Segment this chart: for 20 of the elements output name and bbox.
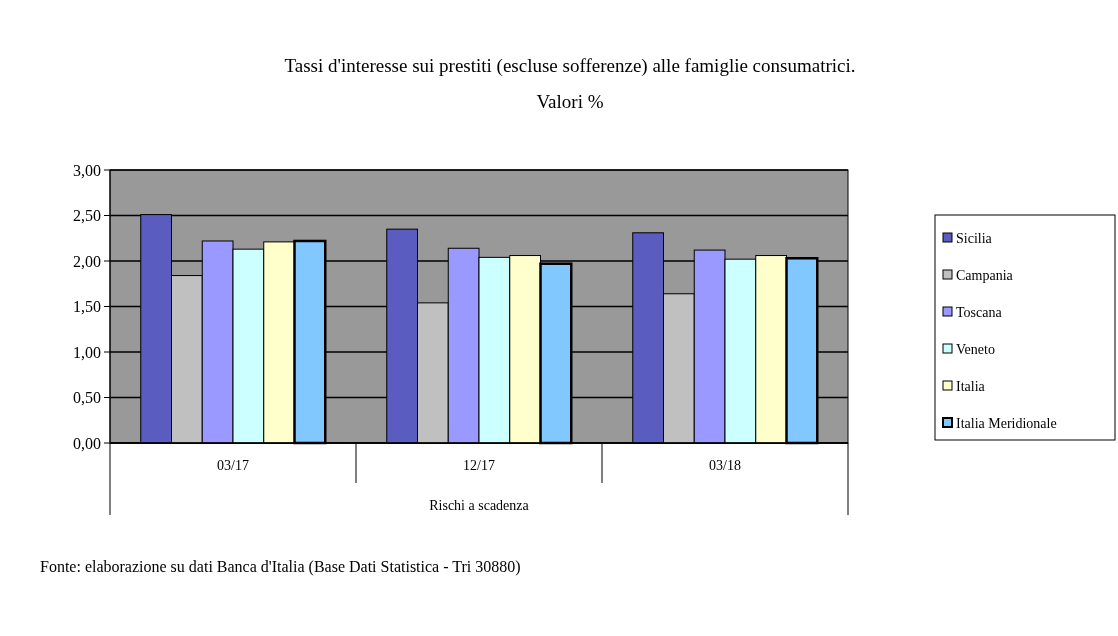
y-tick-label: 2,50 xyxy=(73,207,101,225)
y-tick-label: 0,50 xyxy=(73,389,101,407)
x-tick-label: 12/17 xyxy=(463,458,495,473)
y-tick-label: 2,00 xyxy=(73,252,101,270)
legend-label: Toscana xyxy=(956,304,1003,320)
y-tick-label: 0,00 xyxy=(73,434,101,452)
chart-subtitle: Valori % xyxy=(536,91,604,112)
source-note: Fonte: elaborazione su dati Banca d'Italia (Base Dati Statistica - Tri 30880) xyxy=(40,558,521,576)
legend-label: Campania xyxy=(956,267,1014,283)
legend-label: Italia xyxy=(956,378,986,394)
legend-label: Sicilia xyxy=(956,230,993,246)
y-tick-label: 3,00 xyxy=(73,161,101,179)
legend-label: Veneto xyxy=(956,341,995,357)
x-tick-label: 03/18 xyxy=(709,458,741,473)
legend-label: Italia Meridionale xyxy=(956,415,1057,431)
y-tick-label: 1,50 xyxy=(73,298,101,316)
x-axis-title: Rischi a scadenza xyxy=(429,498,530,513)
chart-title: Tassi d'interesse sui prestiti (escluse sofferenze) alle famiglie consumatrici. xyxy=(284,55,856,77)
y-tick-label: 1,00 xyxy=(73,343,101,361)
x-tick-label: 03/17 xyxy=(217,458,249,473)
